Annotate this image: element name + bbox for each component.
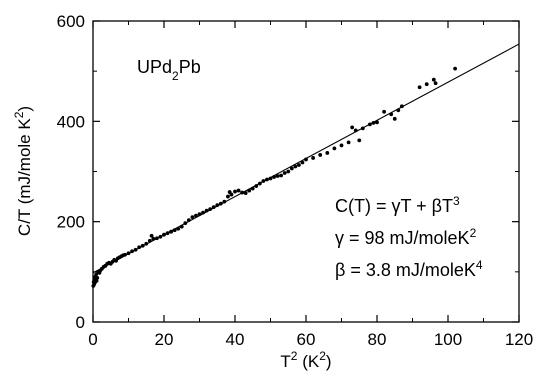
annotation-beta: β = 3.8 mJ/moleK4 xyxy=(335,258,483,280)
data-point xyxy=(279,173,284,178)
x-axis-label: T2 (K2) xyxy=(280,349,331,371)
data-point xyxy=(190,215,195,220)
data-point xyxy=(233,189,237,194)
data-point xyxy=(297,163,301,167)
y-tick-label: 0 xyxy=(76,313,85,332)
y-tick-label: 600 xyxy=(57,12,85,31)
data-point xyxy=(311,156,315,160)
data-point xyxy=(289,166,294,171)
plot-frame xyxy=(92,20,520,323)
x-tick-label: 60 xyxy=(297,330,316,349)
x-tick-label: 120 xyxy=(505,330,533,349)
y-tick-label: 200 xyxy=(57,213,85,232)
data-point xyxy=(357,138,362,143)
x-tick-label: 0 xyxy=(88,330,97,349)
x-tick-label: 80 xyxy=(368,330,387,349)
data-point xyxy=(350,125,355,130)
data-point xyxy=(94,272,99,277)
data-point xyxy=(226,194,230,199)
x-tick-label: 40 xyxy=(226,330,245,349)
data-points xyxy=(91,66,457,288)
fit-line xyxy=(92,43,520,274)
data-point xyxy=(275,174,280,178)
data-point xyxy=(431,77,436,82)
sample-label: UPd2Pb xyxy=(137,57,201,83)
data-point xyxy=(149,233,154,238)
x-tick-label: 100 xyxy=(434,330,462,349)
y-tick-label: 400 xyxy=(57,112,85,131)
data-point xyxy=(243,191,248,195)
y-tick-labels: 0 200 400 600 xyxy=(57,12,85,332)
data-point xyxy=(346,140,351,145)
data-point xyxy=(94,278,99,283)
data-point xyxy=(300,160,305,165)
data-point xyxy=(229,192,234,197)
data-point xyxy=(433,81,438,86)
data-point xyxy=(325,151,330,155)
data-point xyxy=(286,169,291,174)
data-point xyxy=(417,85,422,90)
x-tick-labels: 0 20 40 60 80 100 120 xyxy=(88,330,533,349)
annotation-gamma: γ = 98 mJ/moleK2 xyxy=(335,226,477,248)
data-point xyxy=(332,146,337,151)
data-point xyxy=(236,188,241,193)
data-point xyxy=(339,143,344,148)
data-point xyxy=(95,275,100,280)
y-axis-label: C/T (mJ/mole K2) xyxy=(12,106,34,236)
data-point xyxy=(318,153,323,157)
data-point xyxy=(453,66,457,71)
annotation-formula: C(T) = γT + βT3 xyxy=(335,194,460,216)
data-point xyxy=(282,171,287,175)
x-tick-label: 20 xyxy=(155,330,174,349)
data-point xyxy=(424,82,429,87)
data-point xyxy=(382,109,386,114)
data-point xyxy=(293,164,298,169)
data-point xyxy=(392,116,397,121)
